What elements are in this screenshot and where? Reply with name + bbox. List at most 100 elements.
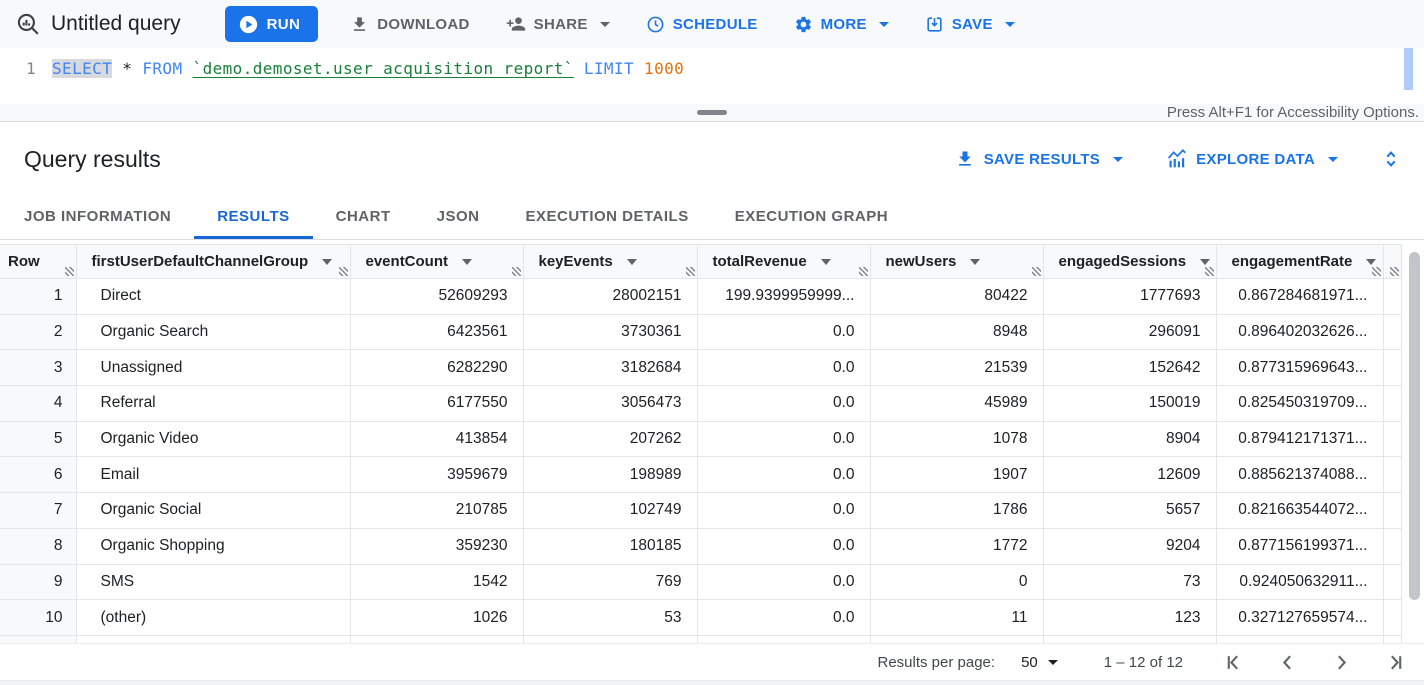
- data-cell: 1026: [350, 599, 524, 636]
- tab-chart[interactable]: CHART: [335, 208, 391, 225]
- data-cell: 0: [870, 563, 1044, 601]
- sql-editor[interactable]: 1 SELECT * FROM `demo.demoset.user_acqui…: [0, 48, 1424, 104]
- gear-icon: [794, 15, 813, 34]
- data-cell: 45989: [870, 385, 1044, 422]
- splitter-drag-handle[interactable]: [697, 110, 727, 115]
- previous-page-button[interactable]: [1277, 652, 1298, 673]
- sql-keyword-from: FROM: [142, 59, 183, 78]
- table-row: 9 SMS 1542 769 0.0 0 73 0.924050632911...: [0, 563, 1402, 601]
- data-cell: 104: [523, 634, 698, 643]
- column-resize-handle[interactable]: [64, 267, 74, 276]
- filler-cell: [1383, 527, 1402, 565]
- editor-splitter: Press Alt+F1 for Accessibility Options.: [0, 104, 1424, 122]
- column-menu-caret-icon[interactable]: [1366, 258, 1377, 265]
- tab-execution-graph[interactable]: EXECUTION GRAPH: [734, 208, 889, 225]
- column-resize-handle[interactable]: [858, 267, 868, 276]
- next-page-button[interactable]: [1331, 652, 1352, 673]
- last-page-button[interactable]: [1385, 652, 1406, 673]
- column-header-engagedsessions[interactable]: engagedSessions: [1043, 244, 1217, 279]
- column-header-engagementrate[interactable]: engagementRate: [1216, 244, 1384, 279]
- save-button[interactable]: SAVE: [911, 6, 1029, 42]
- column-menu-caret-icon[interactable]: [820, 258, 831, 265]
- column-menu-caret-icon[interactable]: [322, 258, 333, 265]
- column-header-totalrevenue[interactable]: totalRevenue: [697, 244, 871, 279]
- tab-job-information[interactable]: JOB INFORMATION: [24, 208, 172, 225]
- data-cell: 1.0: [1216, 634, 1384, 643]
- column-menu-caret-icon[interactable]: [462, 258, 472, 265]
- tab-execution-details[interactable]: EXECUTION DETAILS: [525, 208, 689, 225]
- column-header-eventcount[interactable]: eventCount: [350, 244, 524, 279]
- table-row: 11Paid Social2271040.0011.0: [0, 634, 1402, 643]
- data-cell: 0.896402032626...: [1216, 313, 1384, 351]
- data-cell: 296091: [1043, 313, 1217, 351]
- column-menu-caret-icon[interactable]: [970, 258, 981, 265]
- table-scrollbar[interactable]: [1409, 252, 1420, 600]
- data-cell: 1777693: [1043, 278, 1217, 315]
- data-cell: 413854: [350, 420, 524, 458]
- column-resize-handle[interactable]: [338, 267, 348, 276]
- data-cell: 0.885621374088...: [1216, 456, 1384, 494]
- column-resize-handle[interactable]: [511, 267, 521, 276]
- row-number-cell: 11: [0, 634, 77, 643]
- data-cell: 0.877315969643...: [1216, 349, 1384, 387]
- data-cell: 0.0: [697, 492, 871, 529]
- expand-results-button[interactable]: [1380, 148, 1402, 170]
- column-menu-caret-icon[interactable]: [1200, 258, 1211, 265]
- query-title[interactable]: Untitled query: [51, 12, 181, 35]
- column-resize-handle[interactable]: [1371, 267, 1381, 276]
- data-cell: 207262: [523, 420, 698, 458]
- data-cell: 21539: [870, 349, 1044, 387]
- data-cell: 8948: [870, 313, 1044, 351]
- sql-keyword-limit: LIMIT: [583, 59, 634, 78]
- data-cell: 5657: [1043, 492, 1217, 529]
- page-size-select[interactable]: 50: [1021, 654, 1058, 671]
- tab-json[interactable]: JSON: [436, 208, 480, 225]
- download-icon: [955, 149, 975, 169]
- filler-cell: [1383, 420, 1402, 458]
- column-resize-handle[interactable]: [685, 267, 695, 276]
- filler-column-header: [1383, 244, 1402, 279]
- data-cell: 152642: [1043, 349, 1217, 387]
- filler-cell: [1383, 278, 1402, 315]
- column-resize-handle[interactable]: [1389, 267, 1399, 276]
- run-button[interactable]: RUN: [224, 6, 319, 42]
- first-page-button[interactable]: [1223, 652, 1244, 673]
- row-number-cell: 6: [0, 456, 77, 494]
- data-cell: 1078: [870, 420, 1044, 458]
- save-results-button[interactable]: SAVE RESULTS: [955, 149, 1124, 169]
- column-label: eventCount: [365, 253, 449, 270]
- schedule-button[interactable]: SCHEDULE: [632, 6, 772, 42]
- data-cell: 6423561: [350, 313, 524, 351]
- column-resize-handle[interactable]: [1031, 267, 1041, 276]
- column-header-row[interactable]: Row: [0, 244, 77, 279]
- chevron-down-icon: [1113, 156, 1124, 162]
- more-button[interactable]: MORE: [780, 6, 903, 42]
- results-grid: Row firstUserDefaultChannelGroup eventCoun…: [0, 244, 1402, 643]
- data-cell: 123: [1043, 599, 1217, 636]
- data-cell: 8904: [1043, 420, 1217, 458]
- pagination-bar: Results per page: 50 1 – 12 of 12: [0, 643, 1424, 680]
- data-cell: 9204: [1043, 527, 1217, 565]
- chevron-down-icon: [599, 21, 610, 27]
- column-header-keyevents[interactable]: keyEvents: [523, 244, 698, 279]
- data-cell: 180185: [523, 527, 698, 565]
- sql-table-reference[interactable]: `demo.demoset.user_acquisition_report`: [192, 59, 574, 78]
- play-circle-icon: [239, 15, 258, 34]
- explore-data-button[interactable]: EXPLORE DATA: [1167, 149, 1338, 169]
- share-button[interactable]: SHARE: [492, 6, 624, 42]
- editor-scrollbar[interactable]: [1404, 48, 1413, 90]
- row-number-cell: 7: [0, 492, 77, 529]
- column-header-firstuserdefaultchannelgroup[interactable]: firstUserDefaultChannelGroup: [76, 244, 351, 279]
- table-row: 8 Organic Shopping 359230 180185 0.0 1772 9204…: [0, 527, 1402, 565]
- sql-code-line[interactable]: SELECT * FROM `demo.demoset.user_acquisi…: [52, 57, 684, 104]
- data-cell: 0.0: [697, 599, 871, 636]
- column-menu-caret-icon[interactable]: [626, 258, 637, 265]
- column-resize-handle[interactable]: [1204, 267, 1214, 276]
- column-label: engagementRate: [1231, 253, 1353, 270]
- column-header-newusers[interactable]: newUsers: [870, 244, 1044, 279]
- row-number-cell: 9: [0, 563, 77, 601]
- tab-results[interactable]: RESULTS: [194, 196, 313, 239]
- download-button[interactable]: DOWNLOAD: [336, 6, 483, 42]
- data-cell: 227: [350, 634, 524, 643]
- data-cell: 6282290: [350, 349, 524, 387]
